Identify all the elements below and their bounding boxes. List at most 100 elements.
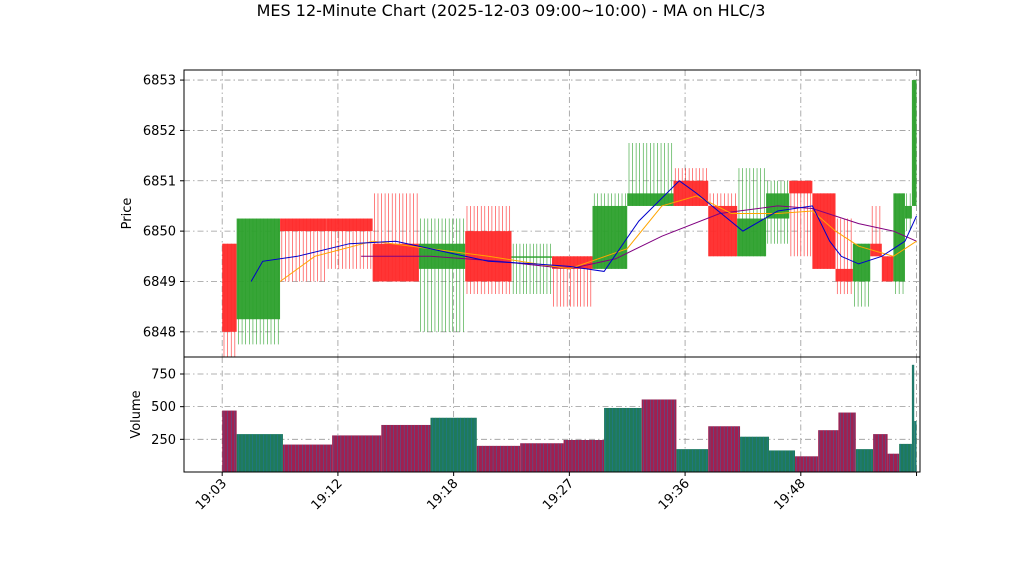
volume-bar	[899, 443, 912, 472]
ma-fast-line	[250, 180, 917, 282]
candle	[418, 218, 466, 332]
volume-bar-body	[899, 443, 912, 472]
candle	[222, 243, 237, 357]
volume-bar	[740, 436, 769, 472]
volume-bar-body	[332, 435, 382, 472]
candle	[881, 256, 894, 282]
x-axis: 19:03 19:12 19:18 19:27 19:36 19:48	[193, 472, 918, 513]
x-tick-label: 19:03	[193, 476, 230, 513]
volume-bar	[604, 407, 642, 472]
candle-body	[737, 218, 767, 257]
volume-bar	[222, 410, 237, 472]
candle-body	[789, 180, 813, 194]
volume-bar-body	[222, 410, 237, 472]
volume-bar	[676, 449, 709, 472]
candle-body	[511, 256, 552, 258]
candle	[835, 218, 853, 295]
candle	[852, 243, 871, 307]
price-ytick-label: 6850	[143, 225, 176, 240]
volume-bar-body	[520, 443, 564, 472]
volume-bar	[818, 430, 839, 472]
volume-bar	[795, 456, 819, 472]
volume-bar	[332, 435, 382, 472]
volume-ytick-label: 750	[151, 367, 176, 382]
chart-title: MES 12-Minute Chart (2025-12-03 09:00~10…	[256, 1, 766, 20]
candle-body	[881, 256, 894, 282]
candle	[627, 143, 674, 206]
volume-bar	[768, 450, 796, 472]
candle	[789, 180, 813, 257]
candle-body	[372, 243, 419, 282]
x-tick-label: 19:12	[309, 476, 346, 513]
price-ytick-label: 6853	[143, 74, 176, 89]
price-panel: 6848 6849 6850 6851 6852 6853 Price	[120, 69, 921, 358]
candle-body	[673, 180, 709, 206]
x-tick-label: 19:36	[656, 476, 693, 513]
candle-body	[280, 218, 327, 232]
volume-bar-body	[476, 445, 521, 472]
candle	[236, 218, 281, 345]
volume-bar	[914, 421, 917, 472]
candle	[280, 218, 327, 282]
volume-bar-body	[818, 430, 839, 472]
candle	[673, 168, 709, 206]
x-tick-label: 19:27	[540, 476, 577, 513]
volume-ytick-label: 250	[151, 433, 176, 448]
volume-bar-body	[282, 444, 333, 472]
candle-body	[835, 268, 853, 282]
volume-bar	[282, 444, 333, 472]
candle	[870, 205, 882, 257]
volume-bar	[855, 449, 874, 472]
x-tick-label: 19:48	[772, 476, 809, 513]
price-ytick-label: 6851	[143, 174, 176, 189]
volume-bar	[641, 399, 677, 472]
candle	[812, 193, 836, 269]
volume-bar	[236, 434, 283, 472]
candle-body	[326, 218, 373, 232]
price-ytick-label: 6848	[143, 325, 176, 340]
volume-bar	[563, 439, 605, 472]
candle	[708, 193, 738, 257]
candle	[465, 205, 512, 295]
volume-bar-body	[563, 439, 605, 472]
price-ytick-label: 6849	[143, 275, 176, 290]
candle-body	[870, 243, 882, 257]
candle	[904, 193, 912, 232]
candle-body	[222, 243, 237, 332]
volume-bar	[476, 445, 521, 472]
volume-bar	[520, 443, 564, 472]
ma-mid-line	[279, 195, 917, 282]
volume-bar-body	[641, 399, 677, 472]
volume-bar	[430, 417, 477, 472]
price-axes-frame	[183, 69, 921, 358]
volume-bar	[911, 364, 915, 472]
candle	[737, 168, 767, 257]
volume-axes-frame	[183, 356, 921, 473]
candle-body	[911, 80, 917, 206]
volume-bar-body	[381, 424, 431, 472]
volume-panel: 250 500 750 Volume	[129, 356, 921, 473]
candle	[372, 193, 419, 282]
price-axis-label: Price	[120, 198, 135, 230]
candle-body	[904, 205, 912, 219]
candle	[592, 193, 628, 269]
volume-bar	[887, 453, 900, 472]
volume-bar-body	[740, 436, 769, 472]
ma-slow-line	[361, 205, 917, 270]
volume-bar	[873, 434, 888, 472]
candle-body	[893, 193, 905, 282]
candle	[766, 180, 790, 244]
candle	[911, 80, 917, 206]
volume-axis-label: Volume	[129, 390, 144, 438]
volume-bar	[381, 424, 431, 472]
x-tick-label: 19:18	[424, 476, 461, 513]
candle-body	[627, 193, 674, 206]
volume-bar-body	[873, 434, 888, 472]
price-ytick-label: 6852	[143, 124, 176, 139]
candle	[511, 243, 552, 295]
candle-body	[812, 193, 836, 269]
volume-ytick-label: 500	[151, 400, 176, 415]
candle	[893, 193, 905, 295]
